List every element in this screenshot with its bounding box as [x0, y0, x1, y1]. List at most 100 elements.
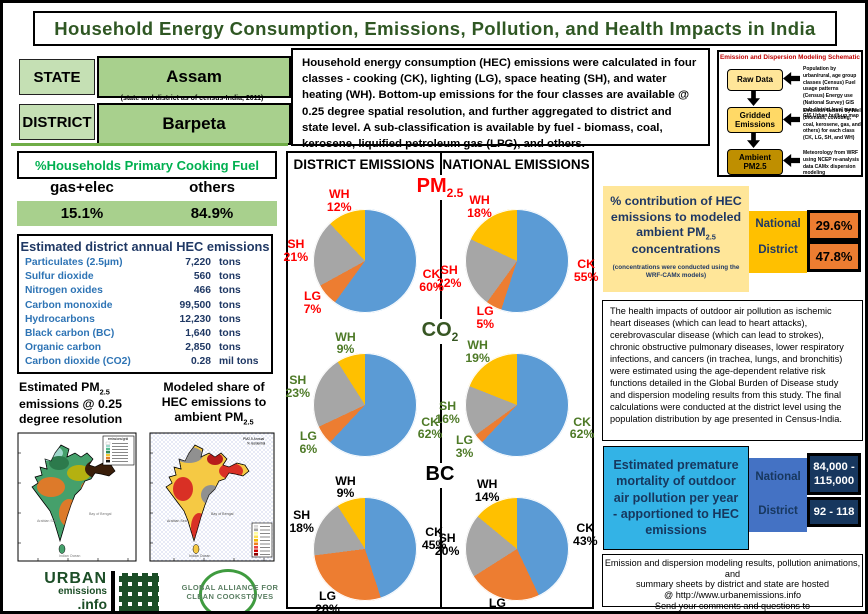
pie-pm25-national	[465, 209, 569, 313]
fuel-col-gas-elec: gas+elec	[50, 179, 114, 196]
logo-text: emissions	[58, 586, 107, 597]
value-line: 92 - 118	[813, 505, 855, 518]
flow-box-ambient-pm25: Ambient PM2.5	[727, 149, 783, 175]
row-label: Carbon dioxide (CO2)	[25, 356, 131, 368]
pie-slice-label-lg: LG 6%	[299, 428, 318, 456]
fuel-val-others: 84.9%	[190, 205, 234, 222]
row-value: 466	[193, 285, 211, 297]
pie-slice-label-lg: LG23%	[485, 596, 510, 611]
hec-table-title: Estimated district annual HEC emissions	[20, 239, 270, 254]
share-map: PM2.5 Annual % residential Arabian Sea B…	[149, 432, 275, 562]
table-row: Carbon dioxide (CO2) 0.28 mil tons	[19, 356, 271, 370]
district-emissions-header: DISTRICT EMISSIONS	[293, 157, 435, 172]
heading-sub: 2.5	[243, 416, 254, 426]
table-row: Carbon monoxide 99,500 tons	[19, 300, 271, 314]
footer-contact-box: Emission and dispersion modeling results…	[602, 554, 863, 611]
arrow-left-icon	[783, 72, 800, 85]
pie-slice-label-sh: SH 23%	[285, 373, 311, 401]
urbanemissions-logo: URBAN emissions .info	[37, 571, 107, 612]
table-row: Sulfur dioxide 560 tons	[19, 271, 271, 285]
row-unit: mil tons	[219, 356, 259, 368]
hec-emissions-table: Estimated district annual HEC emissions …	[17, 234, 273, 374]
panel-divider	[440, 153, 442, 607]
table-row: Particulates (2.5µm) 7,220 tons	[19, 257, 271, 271]
row-unit: tons	[219, 285, 241, 297]
district-label: District	[758, 244, 798, 256]
pie-slice-label-lg: LG 5%	[476, 304, 495, 332]
row-unit: tons	[219, 327, 241, 339]
contribution-labels: National District	[749, 211, 807, 273]
row-value: 2,850	[185, 342, 211, 354]
national-label: National	[755, 471, 801, 483]
sea-label: Indian Ocean	[189, 554, 210, 558]
arrow-down-icon	[747, 133, 760, 148]
heading-text: Modeled share of HEC emissions to ambien…	[161, 380, 267, 424]
arrow-left-icon	[783, 154, 800, 167]
census-note: (state and district as of census-India, …	[120, 95, 264, 102]
logo-text-line: CLEAN COOKSTOVES	[186, 592, 274, 602]
pie-slice-label-lg: LG 3%	[455, 433, 474, 461]
co2-row-title: CO2	[415, 319, 465, 344]
row-unit: tons	[219, 342, 241, 354]
pie-chart-pm25-national: CK 55% LG 5% SH 22% WH 18%	[436, 191, 599, 331]
map-inner-title: PM2.5 Annual	[243, 437, 264, 441]
logo-text: GLOBAL ALLIANCE FOR CLEAN COOKSTOVES	[171, 583, 289, 602]
cooking-fuel-headers: gas+elec others	[17, 179, 277, 199]
map-heading-share: Modeled share of HEC emissions to ambien…	[149, 380, 279, 427]
pie-co2-national	[465, 353, 569, 457]
schematic-note: Population by urban/rural, age group cla…	[803, 66, 859, 120]
flow-box-raw-data: Raw Data	[727, 69, 783, 91]
pie-slice-label-sh: SH 22%	[436, 263, 462, 290]
table-row: Nitrogen oxides 466 tons	[19, 285, 271, 299]
pie-slice-label-sh: SH 20%	[434, 531, 460, 558]
logo-divider	[111, 571, 115, 611]
heading-text: Estimated PM	[19, 380, 100, 394]
contribution-text: concentrations	[631, 241, 721, 256]
national-label: National	[755, 218, 801, 230]
pie-slice-label-lg: LG 28%	[315, 589, 340, 614]
pie-chart-co2-district: CK 62% LG 6% SH 23% WH 9%	[285, 330, 443, 465]
pie-slice-label-wh: WH 9%	[335, 329, 356, 357]
pie-slice-label-wh: WH 18%	[467, 193, 492, 220]
table-row: Hydrocarbons 12,230 tons	[19, 314, 271, 328]
row-unit: tons	[219, 313, 241, 325]
clean-cookstoves-logo: GLOBAL ALLIANCE FOR CLEAN COOKSTOVES	[171, 569, 289, 611]
pie-slice-label-lg: LG 7%	[303, 289, 322, 317]
pie-slice-label-wh: WH 19%	[465, 338, 490, 366]
arrow-left-icon	[783, 113, 800, 126]
pie-bc-district	[313, 497, 417, 601]
row-value: 12,230	[179, 313, 212, 325]
pie-slice-label-ck: CK 62%	[569, 414, 595, 442]
divider-rule	[11, 143, 288, 146]
arrow-down-icon	[747, 91, 760, 106]
row-value: 1,640	[185, 327, 211, 339]
district-label: DISTRICT	[19, 104, 95, 140]
row-label: Particulates (2.5µm)	[25, 257, 123, 268]
national-contribution-value: 29.6%	[807, 210, 861, 241]
map-legend	[251, 522, 273, 558]
state-value: Assam	[97, 56, 291, 98]
pie-co2-district	[313, 353, 417, 457]
schematic-note: Emission factors by fuel (biomass, cowdu…	[803, 108, 861, 141]
bc-row-title: BC	[419, 463, 461, 488]
table-row: Black carbon (BC) 1,640 tons	[19, 328, 271, 342]
state-label: STATE	[19, 59, 95, 95]
fuel-col-others: others	[189, 179, 235, 196]
row-unit: tons	[219, 271, 241, 283]
pie-row-co2: CO2 CK 62% LG 6% SH 23% WH 9% CK 62% LG 3% SH 16% WH 1…	[285, 319, 595, 465]
row-value: 0.28	[190, 356, 211, 368]
cooking-fuel-values: 15.1% 84.9%	[17, 201, 277, 226]
national-emissions-header: NATIONAL EMISSIONS	[442, 157, 590, 172]
contribution-text: % contribution of HEC emissions to model…	[610, 194, 742, 239]
website-link[interactable]: @ http://www.urbanemissions.info	[663, 590, 802, 601]
row-label: Hydrocarbons	[25, 313, 95, 325]
row-unit: tons	[219, 299, 241, 311]
emissions-pie-panel: DISTRICT EMISSIONS NATIONAL EMISSIONS PM…	[284, 151, 599, 611]
emissions-map: emissions/grid Arabian Sea Bay of Bengal…	[17, 432, 137, 562]
value-line: 84,000 -	[813, 460, 855, 473]
district-label: District	[758, 505, 798, 517]
pie-slice-label-ck: CK 62%	[417, 414, 443, 442]
district-contribution-value: 47.8%	[807, 241, 861, 272]
row-label: Sulfur dioxide	[25, 271, 94, 283]
